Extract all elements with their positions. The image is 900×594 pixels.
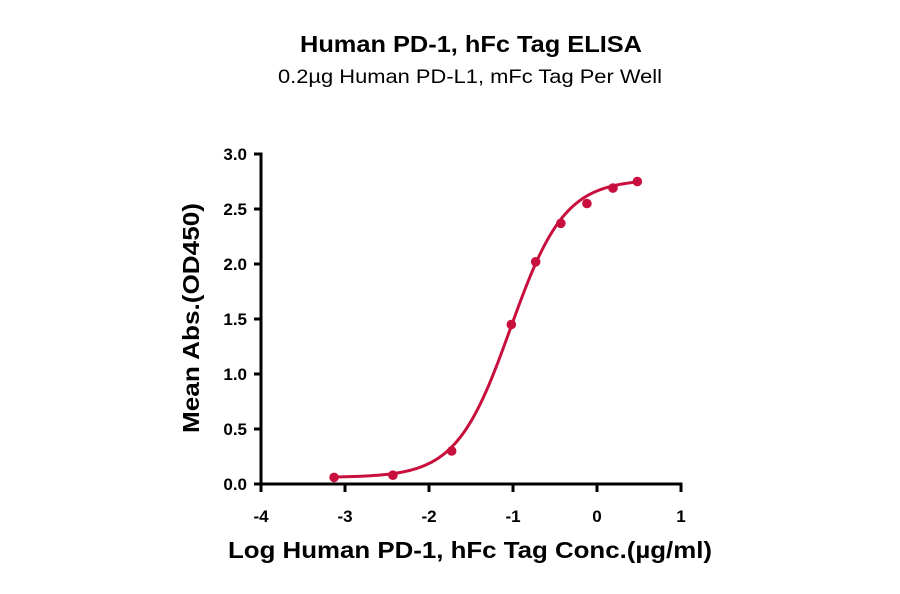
data-point [530, 257, 541, 267]
y-tick-label: 1.5 [223, 310, 247, 329]
x-tick-label: 0 [592, 507, 601, 526]
data-point [506, 319, 517, 330]
y-axis: 0.0 0.5 1.0 1.5 2.0 2.5 3.0 [223, 145, 263, 494]
data-point [608, 183, 618, 193]
chart-title: Human PD-1, hFc Tag ELISA [300, 31, 642, 57]
x-tick-label: 1 [676, 507, 685, 526]
y-axis-title: Mean Abs.(OD450) [178, 203, 204, 433]
series-layer [329, 176, 643, 483]
x-axis: -4 -3 -2 -1 0 1 [253, 482, 686, 526]
y-tick-label: 2.0 [223, 255, 247, 274]
fit-curve [332, 180, 639, 479]
chart-subtitle: 0.2µg Human PD-L1, mFc Tag Per Well [278, 67, 662, 88]
data-point [388, 470, 398, 481]
x-tick-label: -4 [253, 507, 269, 526]
data-point [556, 218, 566, 229]
y-tick-label: 0.0 [223, 475, 247, 494]
y-tick-label: 1.0 [223, 365, 247, 384]
x-tick-label: -2 [421, 507, 436, 526]
plot-area: 0.0 0.5 1.0 1.5 2.0 2.5 3.0 -4 -3 -2 -1 0 1 [223, 145, 685, 526]
x-axis-title: Log Human PD-1, hFc Tag Conc.(µg/ml) [228, 537, 712, 563]
data-point [582, 198, 592, 209]
y-tick-label: 0.5 [223, 420, 247, 439]
data-point [632, 176, 643, 187]
y-tick-label: 3.0 [223, 145, 247, 164]
x-tick-label: -3 [337, 507, 352, 526]
data-point [329, 472, 339, 483]
data-point [446, 446, 457, 456]
x-tick-label: -1 [505, 507, 520, 526]
y-tick-label: 2.5 [223, 200, 247, 219]
